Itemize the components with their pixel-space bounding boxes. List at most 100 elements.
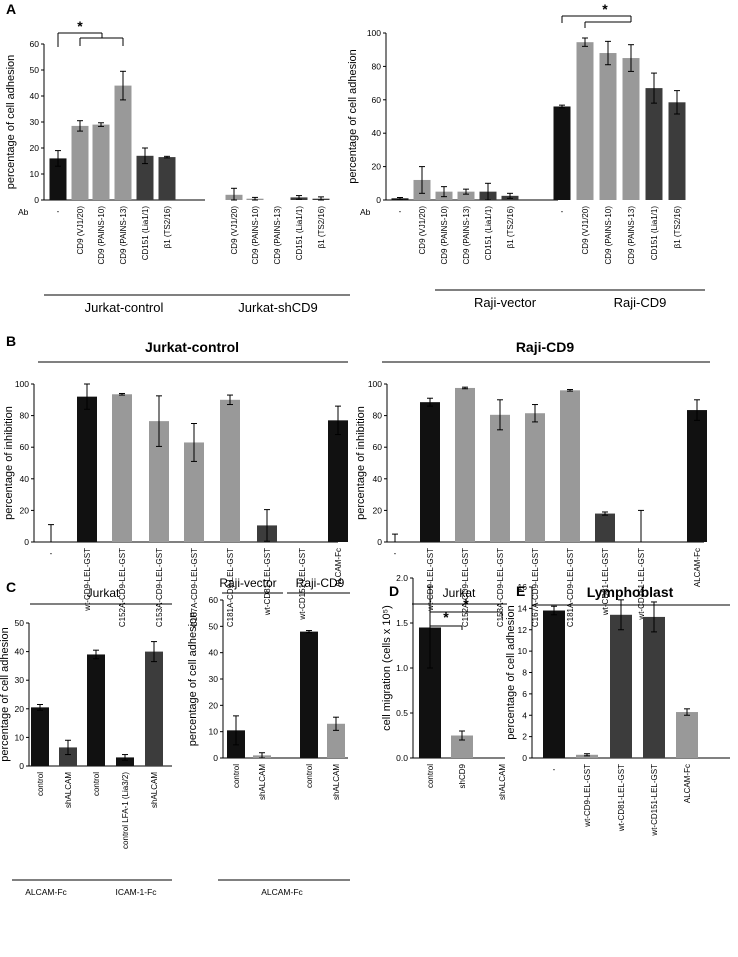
chart-c1-xtick-label: control (36, 772, 45, 796)
panel-letter-c: C (6, 579, 16, 595)
chart-a2-ab-label: Ab (360, 207, 371, 217)
chart-c1-ytick-label: 10 (15, 732, 25, 742)
chart-a2-xtick-label: CD151 (Lia1/1) (650, 206, 659, 261)
chart-e-xtick-label: wt-CD151-LEL-GST (650, 764, 659, 837)
chart-b1-xtick-label: C153A-CD9-LEL-GST (155, 548, 164, 627)
chart-c1-ytick-label: 20 (15, 704, 25, 714)
chart-c2-ytick-label: 10 (209, 727, 219, 737)
chart-c2-xtick-label: control (305, 764, 314, 788)
chart-a1-bar (71, 125, 89, 200)
chart-c1-ytick-label: 0 (19, 761, 24, 771)
chart-c1-bar (116, 757, 134, 766)
chart-a1-bar (158, 157, 176, 200)
chart-b1-ytick-label: 80 (20, 411, 30, 421)
chart-a1-xtick-label: CD9 (VJ1/20) (230, 206, 239, 255)
chart-a1-bar (49, 158, 67, 200)
chart-a2-xtick-label: CD151 (Lia1/1) (484, 206, 493, 261)
chart-c1-group-label: ICAM-1-Fc (115, 887, 157, 897)
chart-a1-ytick-label: 30 (30, 117, 40, 127)
chart-d-sig-star: * (443, 609, 449, 625)
chart-d-xtick-label: control (426, 764, 435, 788)
chart-e-ytick-label: 4 (522, 710, 527, 720)
chart-b1-ytick-label: 0 (24, 537, 29, 547)
chart-b2-bar (490, 414, 510, 542)
chart-b1-xtick-label: wt-CD81-LEL-GST (263, 548, 272, 616)
chart-a2-bar (576, 42, 594, 201)
chart-e-xtick-label: ALCAM-Fc (683, 764, 692, 803)
chart-b2-title: Raji-CD9 (516, 339, 575, 355)
chart-c2-title: Raji-vector (219, 576, 276, 590)
chart-b1-xtick-label: wt-CD151-LEL-GST (298, 548, 307, 621)
chart-a1-sig-star: * (77, 18, 83, 34)
chart-c2-footer: ALCAM-Fc (261, 887, 303, 897)
chart-b2-ytick-label: 100 (368, 379, 382, 389)
panel-letter-e: E (516, 583, 525, 599)
chart-d-ytick-label: 2.0 (396, 573, 408, 583)
chart-c2-xtick-label: shALCAM (332, 764, 341, 800)
chart-a1-ytick-label: 60 (30, 39, 40, 49)
chart-c1-bar (59, 747, 77, 766)
chart-a2-xtick-label: - (561, 207, 564, 216)
panel-letter-d: D (389, 583, 399, 599)
chart-a1-ytick-label: 0 (34, 195, 39, 205)
chart-b1-xtick-label: C167A-CD9-LEL-GST (190, 548, 199, 627)
chart-e-ylabel: percentage of cell adhesion (505, 605, 517, 740)
chart-b2-xtick-label: wt-CD9-LEL-GST (426, 548, 435, 612)
chart-a2-xtick-label: CD9 (PAINS-13) (462, 206, 471, 265)
chart-e-bar (576, 754, 598, 758)
chart-b2-xtick-label: C152A-CD9-LEL-GST (461, 548, 470, 627)
chart-c2-bar (327, 723, 345, 758)
chart-c2-ytick-label: 0 (213, 753, 218, 763)
chart-a1-ab-label: Ab (18, 207, 29, 217)
chart-e-ytick-label: 0 (522, 753, 527, 763)
chart-b1-xtick-label: ALCAM-Fc (334, 548, 343, 587)
chart-c1-bar (31, 707, 49, 766)
chart-c2-ytick-label: 50 (209, 621, 219, 631)
chart-b1-title: Jurkat-control (145, 339, 239, 355)
chart-a1-xtick-label: CD9 (PAINS-10) (97, 206, 106, 265)
chart-d-ytick-label: 0.5 (396, 708, 408, 718)
chart-a1-xtick-label: CD151 (Lia1/1) (141, 206, 150, 261)
chart-e-ytick-label: 8 (522, 668, 527, 678)
chart-e-ytick-label: 10 (518, 646, 528, 656)
chart-a2-ytick-label: 20 (372, 162, 382, 172)
chart-a2-xtick-label: CD9 (PAINS-10) (440, 206, 449, 265)
chart-b1-ytick-label: 40 (20, 474, 30, 484)
chart-a1-group-label: Jurkat-control (85, 300, 164, 315)
chart-b2-xtick-label: C167A-CD9-LEL-GST (531, 548, 540, 627)
chart-a1-group-label: Jurkat-shCD9 (238, 300, 317, 315)
chart-a2-xtick-label: - (399, 207, 402, 216)
chart-b2-xtick-label: wt-CD151-LEL-GST (637, 548, 646, 621)
chart-a1-ylabel: percentage of cell adhesion (5, 55, 17, 190)
chart-b1-bar (328, 420, 348, 542)
chart-e-title: Lymphoblast (587, 584, 674, 600)
chart-b1-ytick-label: 60 (20, 442, 30, 452)
chart-b1-xtick-label: - (50, 549, 53, 558)
chart-b1-xtick-label: C152A-CD9-LEL-GST (118, 548, 127, 627)
chart-a1-xtick-label: CD151 (Lia1/1) (295, 206, 304, 261)
chart-c1-xtick-label: control LFA-1 (Lia3/2) (121, 772, 130, 849)
chart-a2-bar (622, 58, 640, 200)
chart-e-xtick-label: wt-CD9-LEL-GST (583, 764, 592, 828)
chart-a2-bar (553, 106, 571, 200)
chart-b2-bar (420, 402, 440, 542)
chart-d-xtick-label: shALCAM (498, 764, 507, 800)
chart-c2-bar (300, 631, 318, 758)
chart-a2-ytick-label: 40 (372, 128, 382, 138)
chart-b1-bar (149, 421, 169, 542)
chart-a2-xtick-label: β1 (TS2/16) (506, 206, 515, 249)
chart-d-sig-star: * (463, 596, 469, 612)
chart-a1-ytick-label: 40 (30, 91, 40, 101)
chart-d-ytick-label: 0.0 (396, 753, 408, 763)
chart-b2-bar (595, 513, 615, 542)
chart-a2-bar (668, 102, 686, 200)
chart-a2-ytick-label: 60 (372, 95, 382, 105)
chart-e-ytick-label: 6 (522, 689, 527, 699)
chart-b1-xtick-label: C181A-CD9-LEL-GST (226, 548, 235, 627)
chart-a2-sig-star: * (602, 1, 608, 17)
chart-b2-xtick-label: C181A-CD9-LEL-GST (566, 548, 575, 627)
chart-b1-ytick-label: 100 (15, 379, 29, 389)
chart-d-bar (419, 627, 441, 758)
chart-c1-ylabel: percentage of cell adhesion (0, 627, 11, 762)
chart-d-ylabel: cell migration (cells x 10⁵) (381, 605, 393, 731)
